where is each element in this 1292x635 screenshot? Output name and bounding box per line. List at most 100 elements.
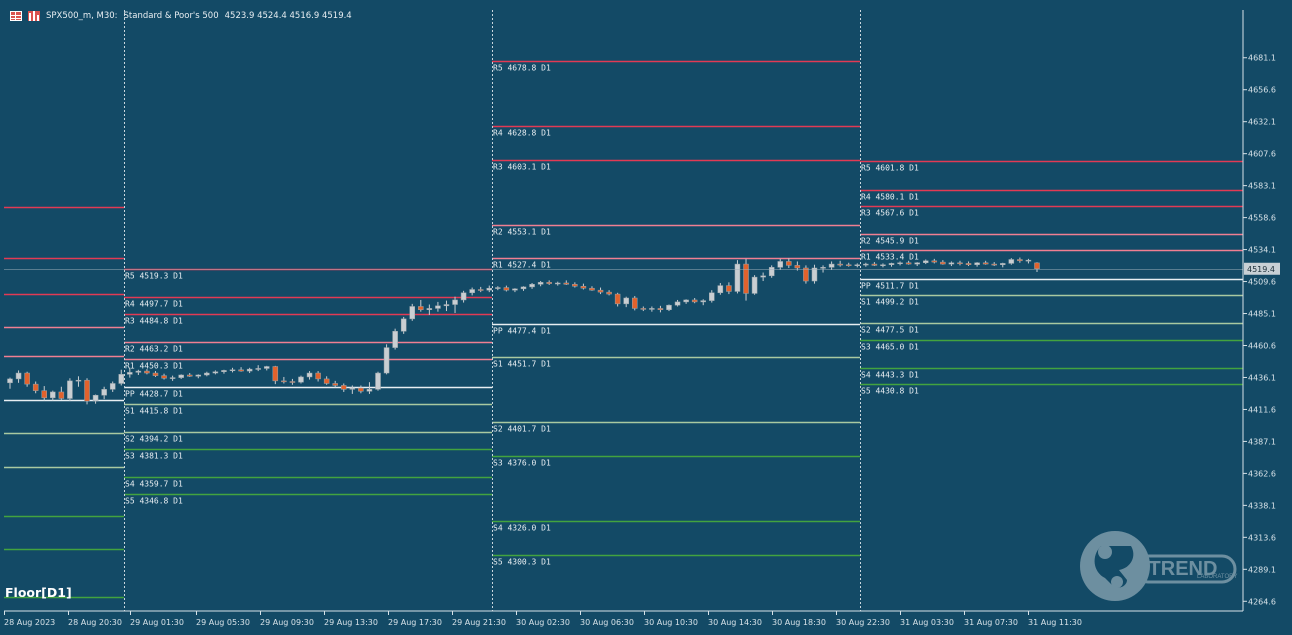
- candle-body: [529, 284, 535, 288]
- instrument-name: Standard & Poor's 500: [123, 11, 219, 21]
- candle-body: [683, 299, 689, 303]
- candle-body: [709, 292, 715, 301]
- pivot-label: R2 4545.9 D1: [861, 237, 919, 246]
- price-axis: 4681.1 4656.6 4632.1 4607.6 4583.1 4558.6 4534…: [4, 54, 1280, 606]
- price-tick-label: 4681.1: [1248, 54, 1276, 63]
- pivot-label: S2 4401.7 D1: [493, 425, 551, 434]
- candle-body: [700, 300, 706, 303]
- candle-body: [118, 374, 125, 384]
- candle-body: [512, 288, 518, 291]
- candle-body: [246, 368, 253, 372]
- indicator-label: Floor[D1]: [5, 585, 72, 600]
- candle-body: [41, 390, 47, 399]
- time-axis: 28 Aug 2023 28 Aug 20:30 29 Aug 01:30 29 Au…: [4, 611, 1082, 627]
- candle-body: [366, 389, 373, 392]
- chart-header: SPX500_m, M30: Standard & Poor's 500 452…: [10, 9, 352, 23]
- pivot-label: R4 4628.8 D1: [493, 129, 551, 138]
- candle-body: [264, 366, 270, 369]
- pivot-label: R3 4484.8 D1: [125, 317, 183, 326]
- symbol-label: SPX500_m, M30:: [46, 11, 118, 21]
- pivot-label: S1 4415.8 D1: [125, 407, 183, 416]
- price-tick-label: 4558.6: [1248, 214, 1276, 223]
- candle-body: [640, 308, 647, 310]
- candle-body: [503, 287, 510, 291]
- chart-bars-icon[interactable]: [28, 11, 40, 21]
- candle-body: [341, 385, 347, 390]
- price-tick-label: 4411.6: [1248, 405, 1276, 414]
- candle-body: [820, 267, 826, 269]
- candle-body: [289, 381, 296, 383]
- candle-body: [281, 380, 287, 383]
- pivot-label: S2 4477.5 D1: [861, 326, 919, 335]
- candle-body: [554, 282, 561, 285]
- candle-body: [32, 383, 39, 391]
- candle-body: [845, 264, 852, 266]
- time-tick-label: 30 Aug 14:30: [708, 618, 762, 627]
- candle-body: [101, 389, 107, 396]
- candle-body: [169, 377, 176, 379]
- candle-body: [760, 275, 766, 278]
- candle-body: [409, 306, 415, 320]
- pivot-label: PP 4511.7 D1: [861, 282, 919, 291]
- candle-body: [204, 372, 210, 376]
- pivot-label: R1 4533.4 D1: [861, 253, 919, 262]
- candle-body: [238, 369, 244, 372]
- candle-body: [358, 387, 364, 392]
- candle-body: [161, 375, 167, 379]
- candle-body: [897, 262, 903, 265]
- candle-body: [221, 370, 227, 372]
- price-tick-label: 4583.1: [1248, 182, 1276, 191]
- candle-body: [24, 372, 30, 385]
- candle-body: [144, 370, 150, 374]
- pivot-levels: [4, 60, 1243, 599]
- price-tick-label: 4485.1: [1248, 310, 1276, 319]
- pivot-label: S2 4394.2 D1: [125, 435, 183, 444]
- table-icon[interactable]: [10, 11, 22, 21]
- candle-body: [323, 378, 330, 384]
- candle-body: [400, 318, 407, 332]
- pivot-label: R3 4603.1 D1: [493, 163, 551, 172]
- candle-body: [751, 276, 758, 294]
- price-tick-label: 4436.1: [1248, 373, 1276, 382]
- time-tick-label: 30 Aug 06:30: [580, 618, 634, 627]
- candle-body: [477, 289, 484, 291]
- logo-text: TREND: [1149, 558, 1218, 580]
- candle-body: [7, 378, 13, 384]
- time-tick-label: 30 Aug 10:30: [644, 618, 698, 627]
- price-tick-label: 4387.1: [1248, 437, 1276, 446]
- price-tick-label: 4509.6: [1248, 278, 1276, 287]
- pivot-label: S3 4465.0 D1: [861, 343, 919, 352]
- candle-body: [178, 374, 184, 378]
- candle-body: [974, 262, 980, 265]
- candle-body: [931, 260, 938, 263]
- time-tick-label: 29 Aug 13:30: [324, 618, 378, 627]
- pivot-label: S5 4300.3 D1: [493, 558, 551, 567]
- price-tick-label: 4338.1: [1248, 501, 1276, 510]
- pivot-label: R4 4580.1 D1: [861, 193, 919, 202]
- candle-body: [1034, 262, 1040, 270]
- candle-body: [597, 289, 604, 293]
- candle-body: [674, 301, 681, 306]
- candle-body: [982, 262, 989, 265]
- pivot-label: PP 4428.7 D1: [125, 390, 183, 399]
- candle-body: [606, 291, 612, 295]
- price-tick-label: 4460.6: [1248, 341, 1276, 350]
- candle-body: [135, 370, 142, 373]
- candle-body: [957, 262, 963, 265]
- candle-body: [786, 261, 792, 266]
- logo-subtext: LABORATORY: [1197, 574, 1237, 580]
- time-tick-label: 31 Aug 07:30: [964, 618, 1018, 627]
- candle-body: [580, 286, 587, 289]
- pivot-label: R2 4553.1 D1: [493, 228, 551, 237]
- candle-body: [666, 304, 672, 310]
- current-price-tag: [1244, 262, 1280, 275]
- candle-body: [426, 308, 433, 310]
- price-tick-label: 4264.6: [1248, 597, 1276, 606]
- candle-body: [614, 293, 621, 305]
- current-price-label: 4519.4: [1247, 265, 1275, 274]
- candle-body: [948, 262, 955, 265]
- price-tick-label: 4313.6: [1248, 533, 1276, 542]
- candle-body: [109, 383, 116, 390]
- candle-body: [443, 304, 450, 307]
